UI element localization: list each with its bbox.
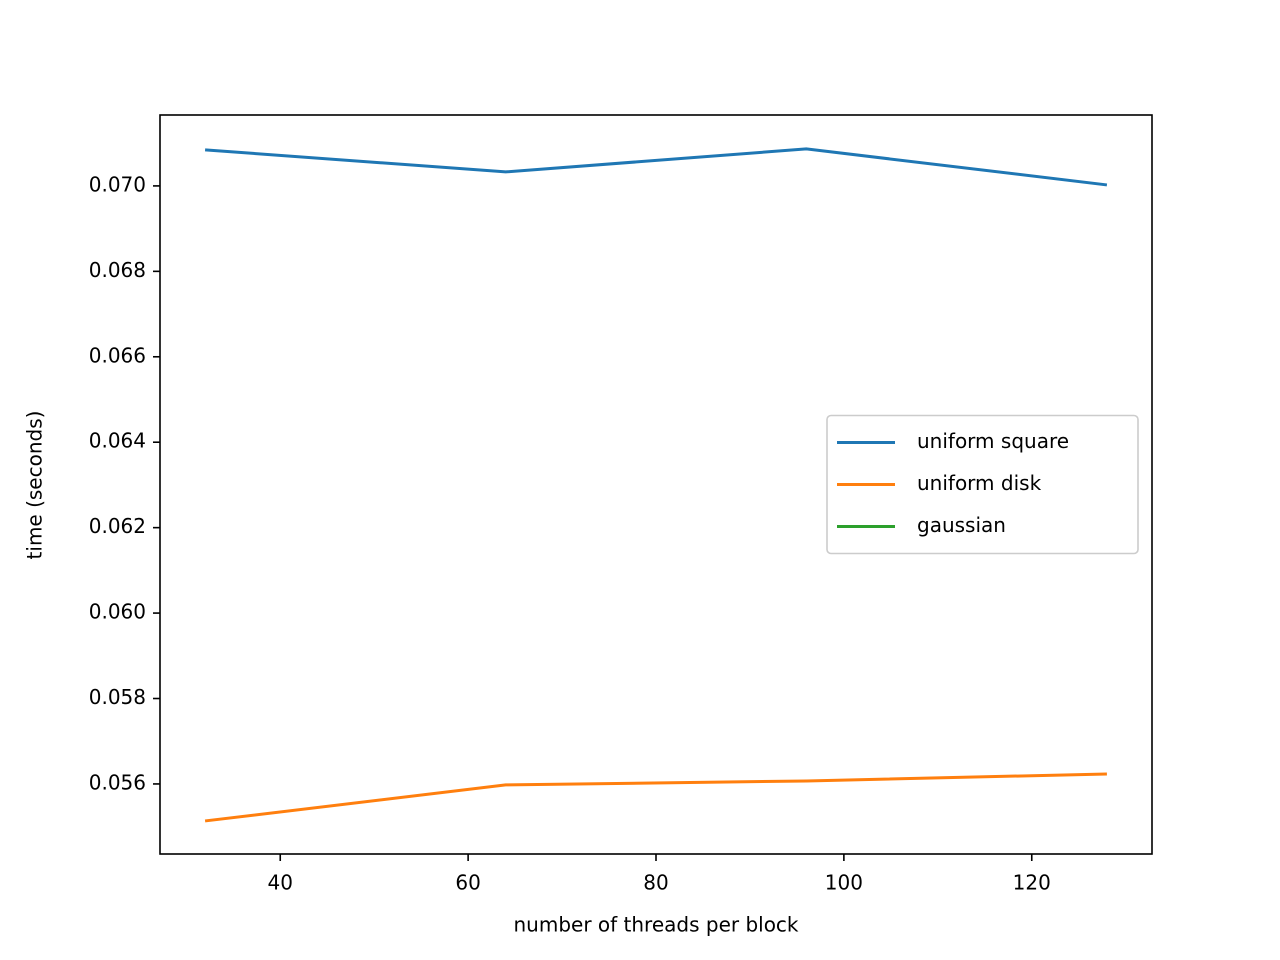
y-tick-label: 0.068 (89, 258, 146, 282)
x-tick-label: 40 (268, 871, 293, 895)
series-line (204, 772, 1107, 823)
legend-label: gaussian (917, 513, 1006, 537)
x-tick-label: 120 (1013, 871, 1051, 895)
x-tick-label: 60 (455, 871, 480, 895)
x-axis-label: number of threads per block (513, 913, 798, 937)
y-axis-label: time (seconds) (23, 411, 47, 560)
y-tick-label: 0.066 (89, 343, 146, 367)
legend-box (826, 414, 1139, 555)
legend-label: uniform disk (917, 471, 1042, 495)
x-tick-label: 80 (643, 871, 668, 895)
y-tick-label: 0.062 (89, 514, 146, 538)
x-tick-label: 100 (825, 871, 863, 895)
y-tick-label: 0.056 (89, 770, 146, 794)
y-tick-label: 0.060 (89, 600, 146, 624)
plot-frame (159, 114, 1153, 855)
y-tick-label: 0.070 (89, 172, 146, 196)
y-tick-label: 0.058 (89, 685, 146, 709)
series-line (204, 147, 1108, 187)
legend-label: uniform square (917, 429, 1069, 453)
y-tick-label: 0.064 (89, 429, 146, 453)
